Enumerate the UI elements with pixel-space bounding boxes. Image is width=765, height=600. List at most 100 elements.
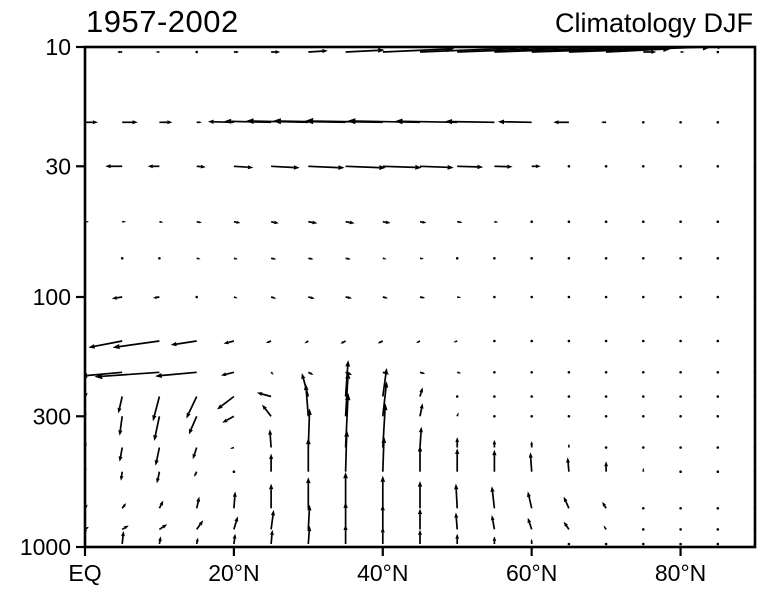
vector-arrow-shaft bbox=[491, 491, 496, 509]
vector-arrow-head bbox=[603, 525, 606, 529]
vector-arrow-shaft bbox=[119, 447, 124, 457]
grid-point-dot bbox=[679, 542, 682, 546]
grid-point-dot bbox=[120, 257, 124, 260]
vector-arrow-head bbox=[262, 404, 267, 410]
vector-arrow-head bbox=[153, 434, 158, 441]
vector-arrow-head bbox=[198, 121, 202, 124]
vector-arrow-head bbox=[477, 164, 484, 170]
vector-arrow-shaft bbox=[158, 540, 161, 545]
vector-arrow-head bbox=[269, 453, 274, 459]
grid-point-dot bbox=[567, 295, 571, 299]
vector-arrow-head bbox=[563, 521, 568, 527]
grid-point-dot bbox=[716, 542, 720, 546]
vector-arrow-shaft bbox=[195, 541, 199, 545]
vector-arrow-head bbox=[454, 483, 459, 490]
vector-arrow-head bbox=[198, 257, 201, 260]
vector-arrow-shaft bbox=[233, 496, 236, 509]
grid-point-dot bbox=[530, 295, 533, 299]
grid-point-dot bbox=[679, 295, 682, 299]
grid-point-dot bbox=[716, 507, 720, 510]
vector-arrow-head bbox=[269, 483, 274, 490]
vector-arrow-shaft bbox=[603, 505, 607, 509]
vector-arrow-head bbox=[566, 457, 570, 463]
vector-arrow-head bbox=[222, 418, 228, 423]
vector-arrow-head bbox=[417, 445, 423, 452]
grid-point-dot bbox=[716, 295, 720, 299]
grid-point-dot bbox=[195, 295, 198, 299]
vector-arrow-shaft bbox=[345, 220, 350, 224]
grid-point-dot bbox=[679, 446, 682, 449]
grid-point-dot bbox=[679, 507, 682, 510]
vector-arrow-shaft bbox=[308, 220, 313, 224]
vector-arrow-shaft bbox=[419, 391, 423, 397]
vector-arrow-shaft bbox=[157, 471, 161, 479]
vector-arrow-shaft bbox=[158, 526, 164, 531]
vector-arrow-shaft bbox=[270, 515, 274, 530]
vector-arrow-shaft bbox=[193, 447, 198, 455]
vector-arrow-shaft bbox=[84, 371, 86, 374]
grid-point-dot bbox=[493, 339, 496, 343]
vector-arrow-head bbox=[307, 408, 312, 415]
vector-arrow-head bbox=[418, 529, 422, 535]
grid-point-dot bbox=[716, 371, 720, 374]
vector-arrow-head bbox=[236, 220, 241, 224]
vector-arrow-shaft bbox=[419, 46, 522, 53]
vector-arrow-head bbox=[495, 221, 499, 223]
grid-point-dot bbox=[642, 542, 645, 546]
vector-arrow-shaft bbox=[344, 436, 348, 472]
grid-point-dot bbox=[567, 339, 571, 343]
vector-arrow-shaft bbox=[233, 538, 236, 545]
vector-arrow-shaft bbox=[567, 462, 570, 472]
vector-arrow-shaft bbox=[419, 432, 422, 448]
vector-arrow-head bbox=[195, 537, 199, 542]
grid-point-dot bbox=[493, 371, 496, 374]
grid-point-dot bbox=[604, 165, 608, 168]
vector-arrow-shaft bbox=[419, 220, 423, 224]
grid-point-dot bbox=[604, 446, 608, 449]
grid-point-dot bbox=[567, 257, 571, 260]
grid-point-dot bbox=[642, 257, 645, 260]
vector-arrow-head bbox=[162, 524, 168, 529]
vector-arrow-head bbox=[235, 296, 238, 299]
grid-point-dot bbox=[716, 220, 720, 223]
vector-arrow-shaft bbox=[457, 165, 478, 168]
grid-point-dot bbox=[679, 371, 682, 374]
vector-arrow-head bbox=[217, 404, 223, 410]
vector-arrow-shaft bbox=[232, 446, 235, 449]
vector-arrow-shaft bbox=[120, 471, 124, 477]
vector-arrow-shaft bbox=[308, 296, 312, 299]
vector-arrow-shaft bbox=[94, 340, 123, 348]
vector-arrow-shaft bbox=[381, 442, 385, 472]
vector-arrow-head bbox=[223, 340, 229, 345]
vector-arrow-head bbox=[232, 491, 237, 497]
grid-point-dot bbox=[642, 339, 645, 343]
grid-point-dot bbox=[716, 446, 720, 449]
vector-arrow-head bbox=[568, 443, 570, 446]
vector-arrow-shaft bbox=[528, 496, 533, 509]
x-tick-label: 80°N bbox=[655, 560, 706, 586]
vector-arrow-head bbox=[236, 50, 240, 54]
vector-arrow-head bbox=[312, 220, 318, 225]
vector-arrow-shaft bbox=[155, 447, 161, 461]
vector-arrow-shaft bbox=[381, 387, 387, 417]
grid-point-dot bbox=[642, 295, 645, 299]
figure-title-season: Climatology DJF bbox=[554, 8, 753, 38]
grid-point-dot bbox=[530, 220, 533, 223]
vector-arrow-shaft bbox=[121, 527, 126, 531]
vector-arrow-shaft bbox=[344, 366, 349, 397]
vector-arrow-head bbox=[232, 533, 237, 539]
grid-point-dot bbox=[530, 395, 533, 398]
vector-arrow-head bbox=[604, 461, 608, 467]
vector-arrow-head bbox=[527, 491, 531, 498]
vector-arrow-head bbox=[455, 533, 460, 539]
vector-arrow-head bbox=[86, 526, 89, 530]
vector-arrow-head bbox=[86, 220, 89, 223]
grid-point-dot bbox=[716, 528, 720, 531]
vector-arrow-shaft bbox=[345, 49, 379, 53]
vector-arrow-head bbox=[198, 221, 202, 224]
vector-arrow-head bbox=[224, 118, 232, 124]
vector-arrow-shaft bbox=[87, 371, 123, 377]
grid-point-dot bbox=[679, 165, 682, 168]
grid-point-dot bbox=[232, 470, 236, 474]
